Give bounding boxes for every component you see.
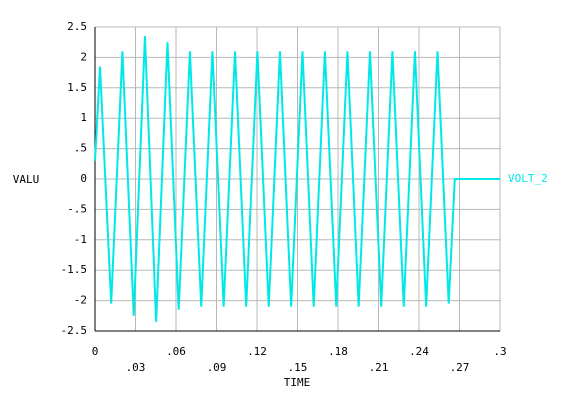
x-tick-label: .15: [288, 361, 308, 374]
y-tick-label: .5: [74, 142, 87, 155]
x-tick-label: .3: [493, 345, 506, 358]
y-tick-label: 1.5: [67, 81, 87, 94]
y-tick-label: 2: [80, 50, 87, 63]
y-tick-label: 1: [80, 111, 87, 124]
y-tick-label: -2: [74, 294, 87, 307]
x-tick-label: .09: [207, 361, 227, 374]
x-tick-label: .24: [409, 345, 429, 358]
y-axis-label: VALU: [13, 173, 40, 186]
legend-label: VOLT_2: [508, 172, 548, 185]
x-tick-label: .12: [247, 345, 267, 358]
x-tick-label: .27: [450, 361, 470, 374]
x-tick-label: 0: [92, 345, 99, 358]
x-tick-label: .06: [166, 345, 186, 358]
y-tick-label: -1.5: [61, 263, 88, 276]
data-line: [94, 36, 500, 322]
x-tick-label: .03: [126, 361, 146, 374]
x-axis-label: TIME: [284, 376, 311, 389]
y-tick-label: 2.5: [67, 20, 87, 33]
y-tick-label: 0: [80, 172, 87, 185]
y-tick-label: -2.5: [61, 324, 88, 337]
y-tick-label: -1: [74, 233, 87, 246]
x-tick-label: .18: [328, 345, 348, 358]
x-tick-label: .21: [369, 361, 389, 374]
y-tick-label: -.5: [67, 202, 87, 215]
